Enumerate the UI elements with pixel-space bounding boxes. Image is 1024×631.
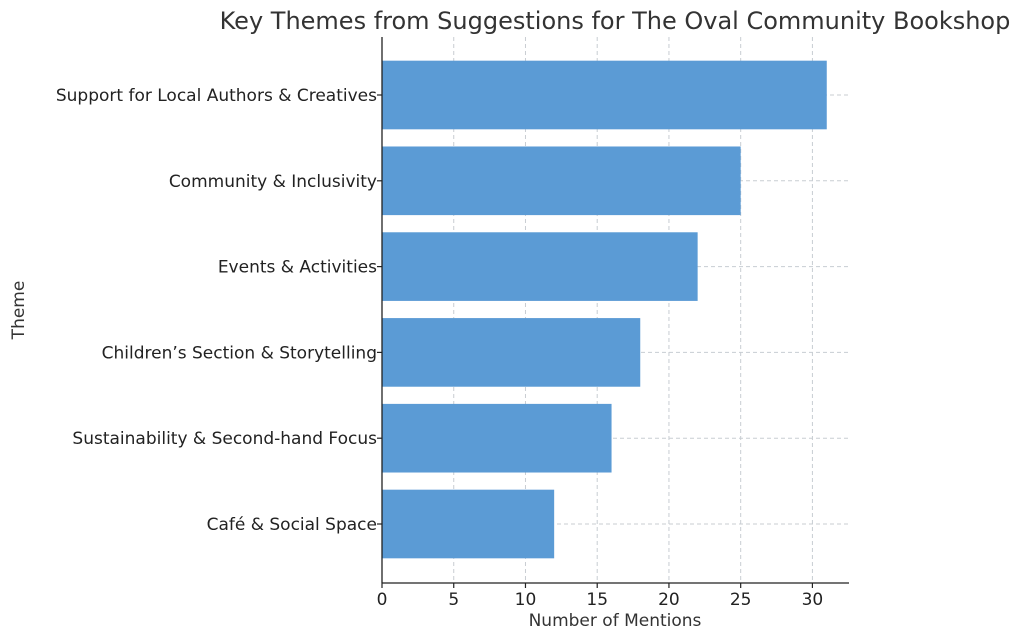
x-tick-label: 10 [515,590,537,610]
category-label: Support for Local Authors & Creatives [56,86,377,106]
category-label: Community & Inclusivity [169,172,377,192]
bar [382,232,698,301]
bar [382,489,555,559]
x-tick-label: 15 [586,590,608,610]
chart-title: Key Themes from Suggestions for The Oval… [220,7,1011,35]
x-tick-label: 30 [802,590,824,610]
x-tick-label: 0 [377,590,388,610]
bar [382,60,827,130]
category-label: Café & Social Space [207,515,377,535]
category-label: Sustainability & Second-hand Focus [72,429,377,449]
x-ticks-layer: 0 5 10 15 20 25 30 [377,583,824,610]
bar [382,146,741,216]
x-axis-label: Number of Mentions [529,611,702,631]
category-label: Children’s Section & Storytelling [102,343,377,363]
bars-layer [382,60,827,559]
x-tick-label: 20 [658,590,680,610]
axes-layer [381,37,849,584]
category-label: Events & Activities [218,258,377,278]
bar [382,403,612,473]
bar [382,318,641,387]
x-tick-label: 5 [448,590,459,610]
x-tick-label: 25 [730,590,752,610]
y-axis-label: Theme [9,281,29,341]
y-ticks-layer: Support for Local Authors & Creatives Com… [56,86,382,535]
